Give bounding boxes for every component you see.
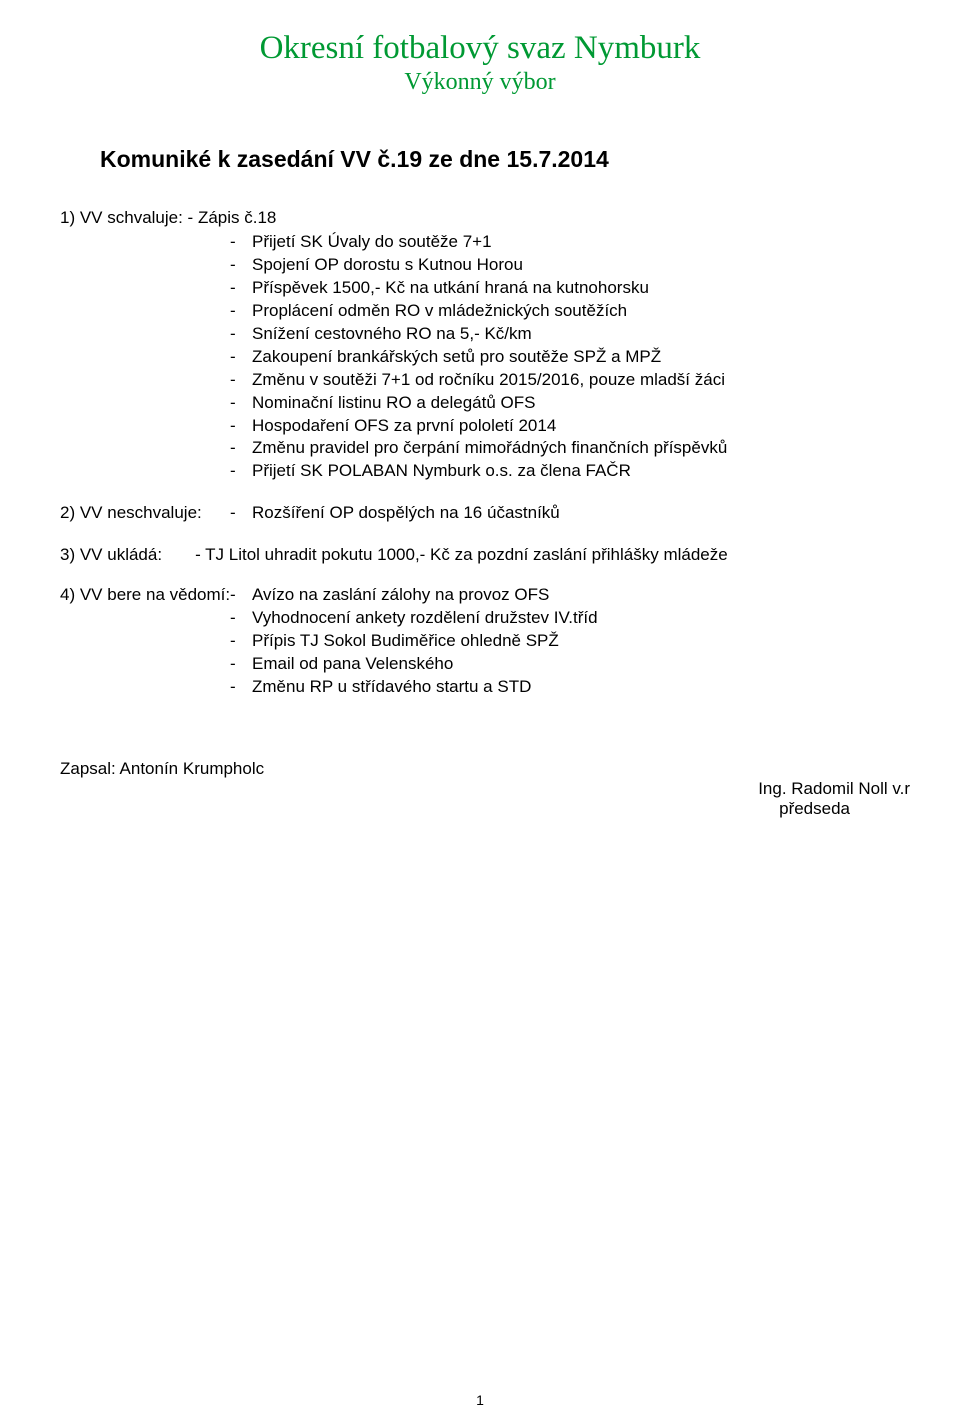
section-1-list: Přijetí SK Úvaly do soutěže 7+1 Spojení … (230, 231, 900, 483)
section-2-list: Rozšíření OP dospělých na 16 účastníků (230, 502, 900, 525)
page-number: 1 (0, 1392, 960, 1408)
list-item: Změnu v soutěži 7+1 od ročníku 2015/2016… (230, 369, 900, 392)
page-subtitle: Výkonný výbor (60, 69, 900, 96)
signer-right-title: předseda (60, 799, 850, 819)
signer-left: Zapsal: Antonín Krumpholc (60, 759, 900, 779)
section-4-list: Avízo na zaslání zálohy na provoz OFS Vy… (230, 584, 900, 699)
section-1-label: 1) VV schvaluje: - Zápis č.18 (60, 208, 276, 227)
list-item: Snížení cestovného RO na 5,- Kč/km (230, 323, 900, 346)
list-item: Změnu pravidel pro čerpání mimořádných f… (230, 437, 900, 460)
list-item: Hospodaření OFS za první pololetí 2014 (230, 415, 900, 438)
section-3-content: - TJ Litol uhradit pokutu 1000,- Kč za p… (195, 545, 728, 565)
section-4: 4) VV bere na vědomí: Avízo na zaslání z… (60, 585, 900, 699)
section-2: 2) VV neschvaluje: Rozšíření OP dospělýc… (60, 503, 900, 525)
list-item: Přijetí SK Úvaly do soutěže 7+1 (230, 231, 900, 254)
list-item: Nominační listinu RO a delegátů OFS (230, 392, 900, 415)
list-item: Spojení OP dorostu s Kutnou Horou (230, 254, 900, 277)
section-1: 1) VV schvaluje: - Zápis č.18 Přijetí SK… (60, 208, 900, 483)
list-item: Přijetí SK POLABAN Nymburk o.s. za člena… (230, 460, 900, 483)
list-item: Zakoupení brankářských setů pro soutěže … (230, 346, 900, 369)
list-item: Přípis TJ Sokol Budiměřice ohledně SPŽ (230, 630, 900, 653)
page-title: Okresní fotbalový svaz Nymburk (60, 30, 900, 67)
list-item: Avízo na zaslání zálohy na provoz OFS (230, 584, 900, 607)
section-4-label: 4) VV bere na vědomí: (60, 585, 230, 604)
signer-block: Zapsal: Antonín Krumpholc Ing. Radomil N… (60, 759, 900, 819)
signer-right-name: Ing. Radomil Noll v.r (60, 779, 910, 799)
list-item: Rozšíření OP dospělých na 16 účastníků (230, 502, 900, 525)
list-item: Proplácení odměn RO v mládežnických sout… (230, 300, 900, 323)
section-2-label: 2) VV neschvaluje: (60, 503, 202, 522)
list-item: Vyhodnocení ankety rozdělení družstev IV… (230, 607, 900, 630)
section-3: 3) VV ukládá: - TJ Litol uhradit pokutu … (60, 545, 900, 565)
communique-heading: Komuniké k zasedání VV č.19 ze dne 15.7.… (100, 146, 900, 173)
section-3-label: 3) VV ukládá: (60, 545, 162, 565)
list-item: Změnu RP u střídavého startu a STD (230, 676, 900, 699)
list-item: Příspěvek 1500,- Kč na utkání hraná na k… (230, 277, 900, 300)
list-item: Email od pana Velenského (230, 653, 900, 676)
